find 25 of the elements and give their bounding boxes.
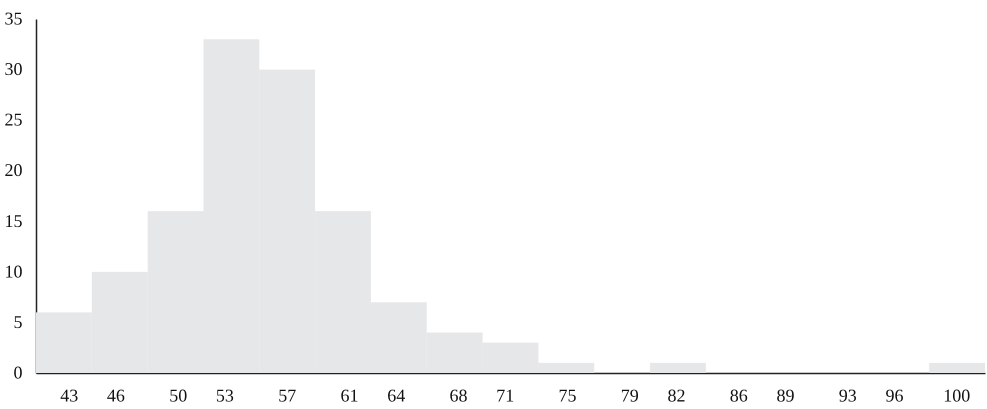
y-tick-label: 35 [4, 8, 22, 28]
x-tick-label: 93 [838, 386, 857, 406]
y-tick-label: 25 [4, 110, 22, 130]
x-tick-label: 50 [169, 386, 188, 406]
x-tick-label: 100 [943, 386, 970, 406]
y-tick-label: 20 [4, 160, 22, 180]
x-tick-label: 46 [106, 386, 125, 406]
y-tick-label: 30 [4, 59, 22, 80]
x-tick-label: 57 [278, 386, 296, 406]
x-tick-label: 79 [620, 386, 639, 406]
x-tick-label: 68 [449, 386, 468, 406]
x-tick-label: 71 [496, 386, 514, 406]
x-tick-label: 61 [340, 386, 358, 406]
x-tick-label: 53 [216, 386, 234, 406]
x-tick-label: 82 [667, 386, 686, 406]
x-tick-label: 43 [60, 386, 78, 406]
y-tick-label: 5 [14, 312, 22, 332]
y-tick-label: 10 [4, 261, 22, 282]
x-tick-label: 89 [776, 386, 794, 406]
x-tick-label: 86 [730, 386, 748, 406]
y-tick-label: 0 [14, 362, 22, 382]
x-tick-label: 75 [558, 386, 576, 406]
x-tick-label: 64 [387, 386, 406, 406]
x-tick-label: 96 [885, 386, 904, 406]
y-tick-label: 15 [4, 210, 22, 231]
